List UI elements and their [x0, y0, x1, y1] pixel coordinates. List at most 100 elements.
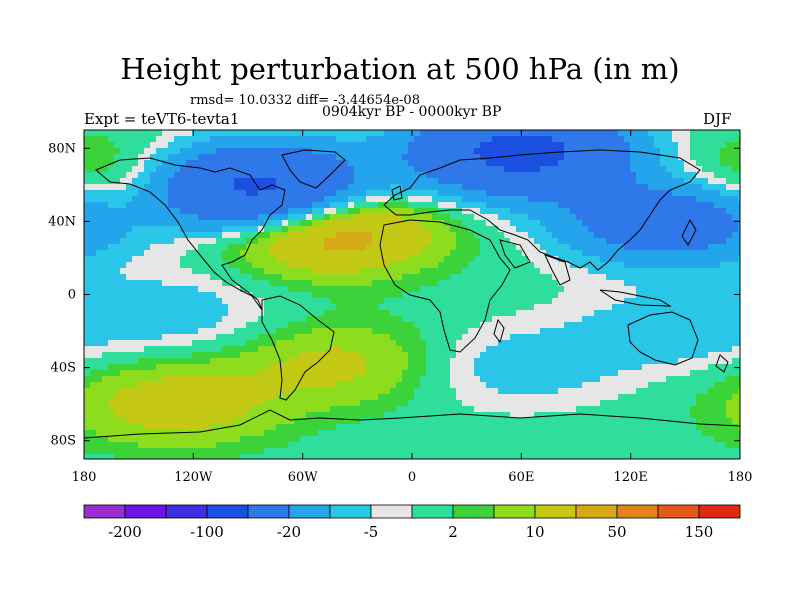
field-cell: [84, 346, 91, 353]
field-cell: [660, 322, 667, 329]
field-cell: [612, 310, 619, 317]
field-cell: [342, 298, 349, 305]
field-cell: [732, 376, 739, 383]
field-cell: [228, 226, 235, 233]
field-cell: [486, 148, 493, 155]
field-cell: [564, 316, 571, 323]
field-cell: [270, 232, 277, 239]
field-cell: [540, 334, 547, 341]
field-cell: [186, 346, 193, 353]
field-cell: [192, 202, 199, 209]
field-cell: [582, 328, 589, 335]
field-cell: [636, 238, 643, 245]
field-cell: [192, 340, 199, 347]
field-cell: [186, 394, 193, 401]
field-cell: [588, 394, 595, 401]
field-cell: [258, 184, 265, 191]
field-cell: [318, 322, 325, 329]
field-cell: [312, 172, 319, 179]
field-cell: [342, 142, 349, 149]
field-cell: [552, 148, 559, 155]
field-cell: [618, 220, 625, 227]
field-cell: [666, 370, 673, 377]
field-cell: [402, 310, 409, 317]
field-cell: [324, 196, 331, 203]
field-cell: [222, 136, 229, 143]
field-cell: [228, 280, 235, 287]
field-cell: [240, 226, 247, 233]
field-cell: [558, 214, 565, 221]
field-cell: [342, 292, 349, 299]
field-cell: [672, 328, 679, 335]
field-cell: [402, 352, 409, 359]
field-cell: [504, 154, 511, 161]
field-cell: [414, 202, 421, 209]
field-cell: [366, 196, 373, 203]
field-cell: [192, 262, 199, 269]
field-cell: [96, 232, 103, 239]
field-cell: [426, 208, 433, 215]
field-cell: [738, 160, 740, 167]
field-cell: [360, 286, 367, 293]
field-cell: [738, 280, 740, 287]
field-cell: [294, 238, 301, 245]
field-cell: [390, 382, 397, 389]
field-cell: [264, 214, 271, 221]
field-cell: [264, 166, 271, 173]
field-cell: [678, 232, 685, 239]
field-cell: [174, 358, 181, 365]
field-cell: [582, 226, 589, 233]
field-cell: [132, 250, 139, 257]
field-cell: [444, 256, 451, 263]
field-cell: [474, 322, 481, 329]
field-cell: [630, 388, 637, 395]
field-cell: [198, 340, 205, 347]
field-cell: [732, 184, 739, 191]
field-cell: [624, 166, 631, 173]
field-cell: [402, 334, 409, 341]
field-cell: [132, 382, 139, 389]
field-cell: [444, 346, 451, 353]
field-cell: [390, 310, 397, 317]
field-cell: [360, 256, 367, 263]
field-cell: [306, 142, 313, 149]
field-cell: [702, 286, 709, 293]
field-cell: [588, 226, 595, 233]
field-cell: [336, 202, 343, 209]
field-cell: [444, 340, 451, 347]
field-cell: [222, 382, 229, 389]
field-cell: [462, 370, 469, 377]
field-cell: [570, 382, 577, 389]
field-cell: [138, 166, 145, 173]
field-cell: [654, 160, 661, 167]
field-cell: [696, 244, 703, 251]
field-cell: [492, 130, 499, 137]
field-cell: [252, 202, 259, 209]
field-cell: [570, 388, 577, 395]
field-cell: [228, 232, 235, 239]
field-cell: [402, 148, 409, 155]
field-cell: [444, 202, 451, 209]
field-cell: [330, 400, 337, 407]
field-cell: [144, 280, 151, 287]
field-cell: [462, 388, 469, 395]
field-cell: [522, 220, 529, 227]
field-cell: [648, 298, 655, 305]
field-cell: [252, 364, 259, 371]
field-cell: [726, 160, 733, 167]
field-cell: [696, 280, 703, 287]
field-cell: [228, 190, 235, 197]
field-cell: [258, 400, 265, 407]
field-cell: [318, 340, 325, 347]
field-cell: [468, 232, 475, 239]
field-cell: [720, 250, 727, 257]
field-cell: [696, 292, 703, 299]
field-cell: [252, 334, 259, 341]
field-cell: [720, 238, 727, 245]
field-cell: [252, 226, 259, 233]
field-cell: [270, 244, 277, 251]
field-cell: [516, 394, 523, 401]
field-cell: [702, 310, 709, 317]
field-cell: [324, 316, 331, 323]
field-cell: [384, 304, 391, 311]
